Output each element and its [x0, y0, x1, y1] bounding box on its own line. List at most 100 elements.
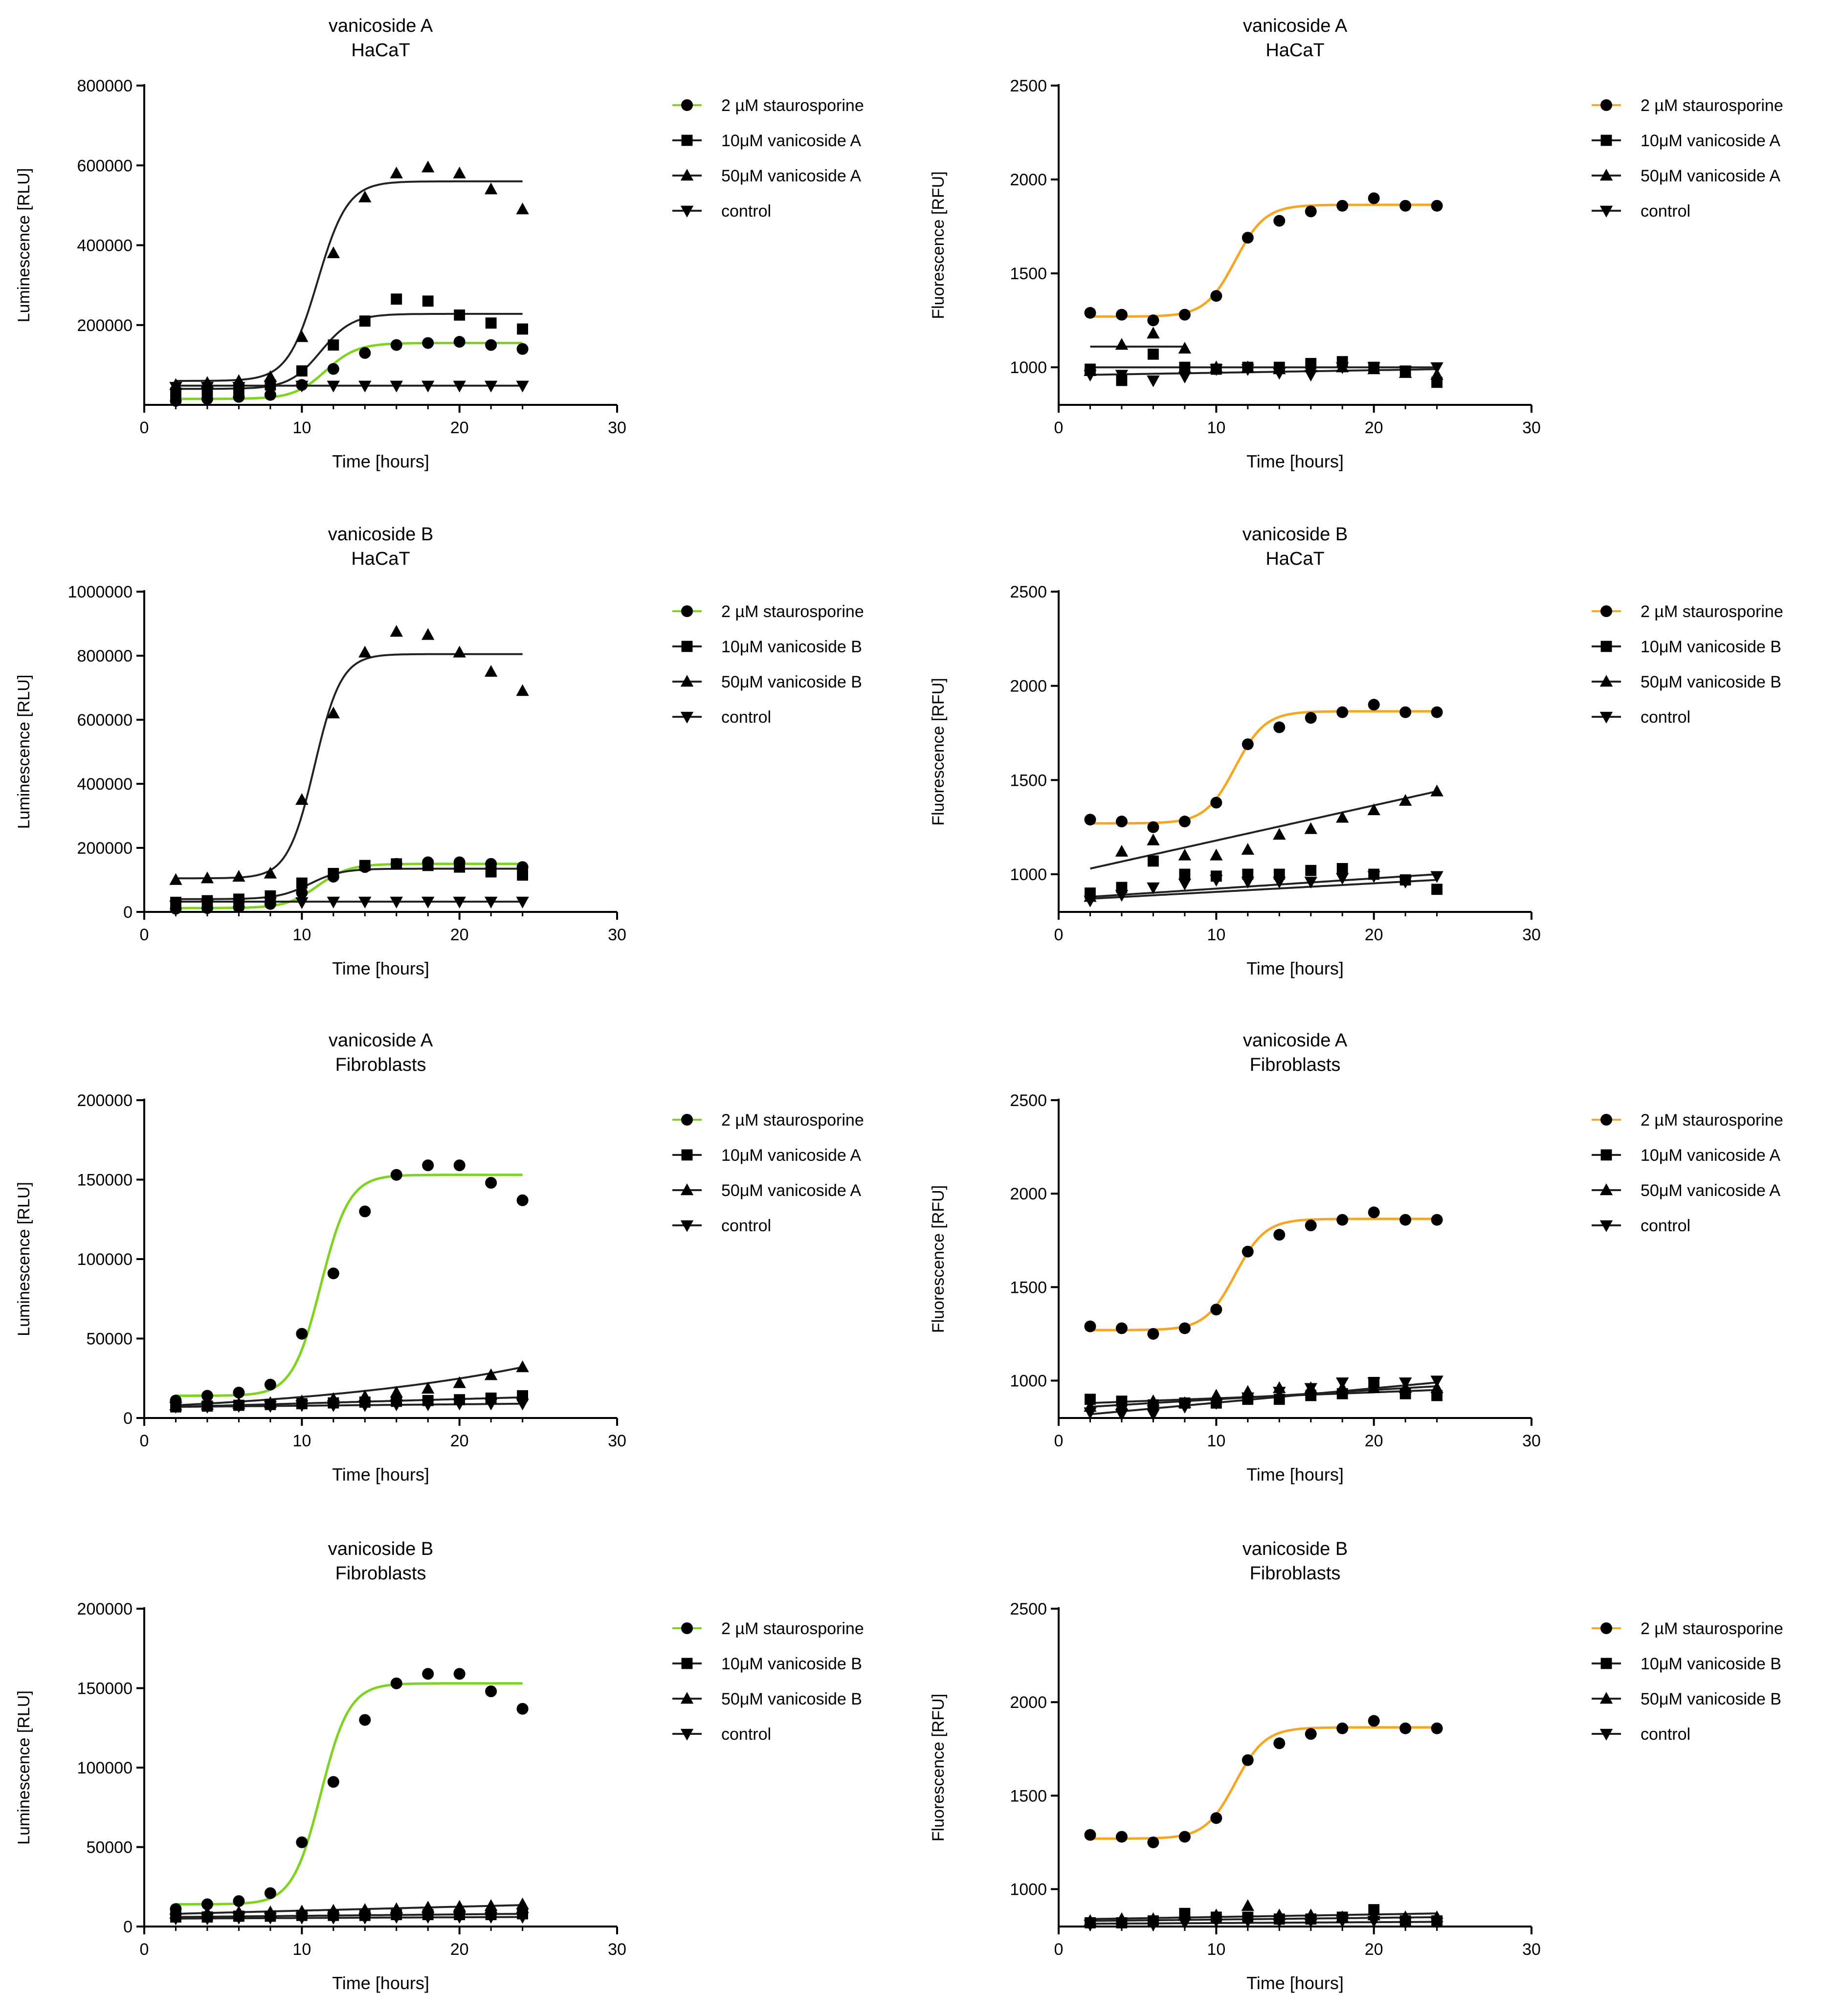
- data-point-series-1: [453, 336, 466, 348]
- data-point-series-1: [1431, 1722, 1443, 1734]
- legend-marker: [681, 1114, 693, 1126]
- data-point-series-3: [1398, 794, 1412, 806]
- data-point-series-2: [1148, 855, 1159, 867]
- data-point-series-4: [422, 380, 435, 393]
- data-point-series-4: [1178, 879, 1192, 891]
- legend-marker: [1599, 1692, 1613, 1704]
- x-tick-label: 30: [1522, 1940, 1541, 1959]
- y-axis-label: Luminescence [RLU]: [15, 168, 33, 323]
- data-point-series-1: [390, 1677, 402, 1689]
- y-axis-label: Luminescence [RLU]: [15, 1690, 33, 1845]
- legend-marker: [681, 99, 693, 111]
- data-point-series-2: [296, 365, 308, 377]
- y-tick-label: 600000: [77, 156, 133, 175]
- data-point-series-1: [1431, 1214, 1443, 1226]
- data-point-series-4: [484, 380, 498, 393]
- data-point-series-4: [453, 380, 466, 393]
- x-tick-label: 30: [1522, 926, 1541, 944]
- y-tick-label: 200000: [77, 839, 133, 858]
- legend-label: 10μM vanicoside B: [721, 1655, 862, 1673]
- data-point-series-1: [422, 1668, 434, 1680]
- legend-label: 2 µM staurosporine: [1641, 1111, 1783, 1130]
- x-axis-label: Time [hours]: [332, 451, 429, 471]
- fit-curve-series-1: [176, 342, 523, 400]
- data-point-series-4: [484, 896, 498, 908]
- legend-marker: [680, 1728, 694, 1741]
- data-point-series-3: [1178, 848, 1192, 861]
- x-tick-label: 20: [1365, 1940, 1383, 1959]
- data-point-series-3: [1178, 341, 1192, 354]
- data-point-series-1: [327, 1267, 339, 1280]
- data-point-series-4: [516, 1398, 529, 1411]
- legend-label: control: [1641, 202, 1690, 221]
- y-tick-label: 1000: [1010, 358, 1047, 377]
- data-point-series-1: [1399, 706, 1412, 718]
- data-point-series-3: [390, 625, 403, 637]
- data-point-series-2: [485, 317, 497, 329]
- legend: 2 µM staurosporine 10μM vanicoside B 50μM …: [1592, 602, 1783, 727]
- legend-label: 2 µM staurosporine: [721, 1111, 864, 1130]
- data-point-series-1: [1115, 1322, 1128, 1334]
- data-point-series-4: [516, 1912, 529, 1924]
- y-tick-label: 1000: [1010, 1372, 1047, 1391]
- x-tick-label: 0: [140, 1432, 149, 1450]
- data-point-series-1: [1431, 706, 1443, 718]
- legend-label: 10μM vanicoside A: [1641, 1146, 1780, 1165]
- data-point-series-3: [390, 1386, 403, 1398]
- data-point-series-1: [201, 1898, 213, 1910]
- data-point-series-4: [1178, 372, 1192, 384]
- x-tick-label: 10: [292, 1940, 311, 1959]
- legend-marker: [1600, 641, 1612, 652]
- data-point-series-4: [1241, 1916, 1254, 1928]
- data-point-series-2: [1085, 1394, 1096, 1405]
- legend-marker: [1599, 711, 1613, 724]
- data-point-series-4: [453, 1398, 466, 1411]
- data-point-series-1: [1115, 309, 1128, 321]
- data-point-series-1: [1084, 1320, 1096, 1332]
- data-point-series-4: [1304, 370, 1317, 382]
- y-tick-label: 50000: [86, 1330, 133, 1349]
- data-point-series-1: [1305, 1219, 1317, 1232]
- data-point-series-4: [264, 1401, 277, 1413]
- x-tick-label: 10: [292, 419, 311, 437]
- legend-marker: [681, 134, 693, 146]
- data-point-series-3: [1304, 822, 1317, 834]
- data-point-series-1: [1242, 738, 1254, 751]
- data-point-series-1: [1336, 706, 1349, 718]
- fit-curve-series-1: [1090, 203, 1437, 318]
- data-point-series-2: [1179, 868, 1191, 880]
- x-axis-label: Time [hours]: [1246, 1973, 1344, 1993]
- legend-marker: [1600, 1622, 1612, 1634]
- data-point-series-4: [1115, 890, 1129, 902]
- data-point-series-3: [422, 628, 435, 640]
- data-point-series-4: [516, 896, 529, 908]
- data-point-series-1: [1115, 816, 1128, 828]
- data-point-series-4: [1430, 1918, 1443, 1930]
- data-point-series-1: [1178, 816, 1191, 828]
- data-point-series-4: [264, 897, 277, 909]
- data-point-series-3: [1273, 828, 1286, 840]
- y-axis-label: Fluorescence [RFU]: [929, 1185, 948, 1333]
- legend-label: 2 µM staurosporine: [721, 1619, 864, 1638]
- fit-curve-series-3: [176, 1904, 523, 1915]
- data-point-series-1: [1273, 721, 1286, 733]
- data-point-series-3: [358, 1903, 372, 1915]
- chart-title-line2: HaCaT: [1265, 549, 1324, 569]
- y-axis-label: Fluorescence [RFU]: [929, 171, 948, 319]
- data-point-series-3: [1115, 1398, 1129, 1410]
- data-point-series-1: [1399, 199, 1412, 212]
- fit-curve-series-4: [1090, 1381, 1437, 1416]
- data-point-series-1: [359, 1714, 371, 1726]
- data-point-series-1: [485, 339, 497, 351]
- data-point-series-4: [232, 1401, 245, 1413]
- fit-curve-series-3: [176, 180, 523, 382]
- legend-label: 50μM vanicoside B: [721, 1690, 862, 1708]
- data-point-series-4: [358, 896, 372, 908]
- legend-label: 50μM vanicoside B: [1641, 673, 1781, 691]
- data-point-series-2: [517, 869, 528, 881]
- data-point-series-1: [1399, 1722, 1412, 1734]
- x-tick-label: 30: [608, 1432, 626, 1450]
- data-point-series-1: [1242, 232, 1254, 244]
- data-point-series-3: [1430, 784, 1443, 797]
- data-point-series-1: [1336, 1722, 1349, 1734]
